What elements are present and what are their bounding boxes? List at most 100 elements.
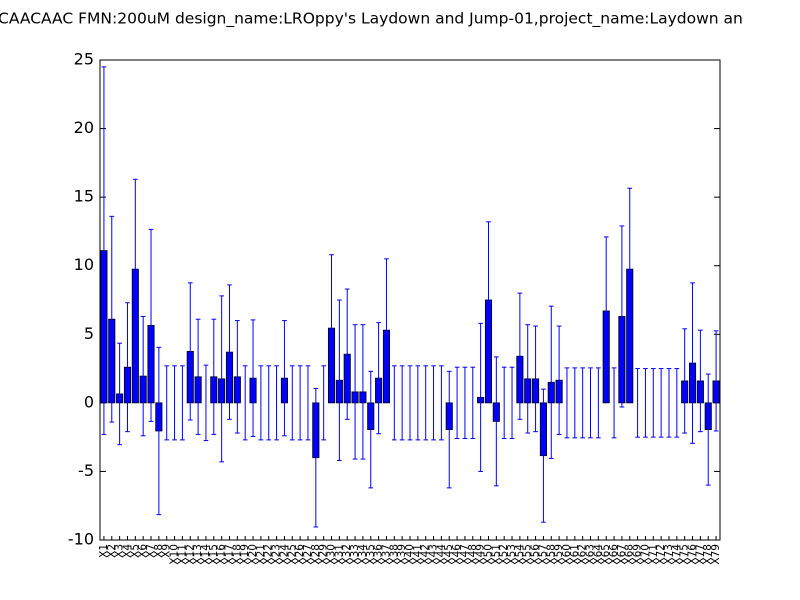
x-tick-label: X16 — [216, 544, 228, 565]
x-tick-label: X74 — [671, 544, 683, 565]
x-tick-label: X59 — [553, 544, 565, 565]
x-tick-label: X47 — [459, 544, 471, 565]
x-tick-label: X32 — [341, 544, 353, 565]
x-tick-label: X52 — [498, 544, 510, 565]
x-tick-label: X70 — [639, 544, 651, 565]
x-tick-label: X56 — [530, 544, 542, 565]
x-tick-label: X66 — [608, 544, 620, 565]
x-tick-label: X21 — [255, 544, 267, 565]
error-bar — [148, 228, 154, 422]
error-bar — [172, 365, 177, 441]
x-tick-label: X8 — [153, 544, 165, 558]
error-bar — [164, 365, 170, 441]
x-tick-label: X24 — [278, 544, 290, 565]
x-tick-label: X72 — [655, 544, 667, 565]
x-tick-label: X44 — [435, 544, 447, 565]
error-bar — [446, 370, 452, 489]
error-bar — [321, 365, 327, 441]
x-tick-label: X18 — [231, 544, 243, 565]
y-tick-label: 15 — [74, 187, 94, 206]
error-bar — [588, 367, 593, 439]
error-bar — [533, 325, 538, 433]
x-tick-label: X25 — [286, 544, 298, 565]
x-tick-label: X37 — [380, 544, 392, 565]
x-tick-label: X15 — [208, 544, 220, 565]
error-bar — [415, 365, 421, 441]
error-bar — [564, 367, 570, 439]
x-tick-label: X19 — [239, 544, 251, 565]
x-tick-label: X55 — [522, 544, 534, 565]
error-bar — [580, 367, 586, 439]
error-bar — [682, 328, 688, 434]
error-bar — [548, 305, 554, 459]
error-bar — [234, 320, 240, 434]
x-tick-label: X22 — [263, 544, 275, 565]
error-bar — [360, 324, 366, 460]
error-bar — [344, 288, 350, 420]
x-tick-label: X61 — [569, 544, 581, 565]
x-tick-label: X9 — [161, 544, 173, 558]
error-bar — [611, 367, 617, 439]
x-tick-label: X48 — [467, 544, 479, 565]
plot-frame — [99, 59, 721, 541]
error-bar — [713, 330, 719, 432]
x-tick-label: X26 — [294, 544, 306, 565]
error-bar — [391, 365, 397, 441]
x-tick-label: X12 — [184, 544, 196, 565]
x-tick-label: X20 — [247, 544, 259, 565]
error-bar — [439, 365, 444, 441]
y-tick-label: -10 — [68, 530, 94, 549]
x-tick-label: X71 — [647, 544, 659, 565]
error-bar — [470, 366, 476, 440]
error-bar — [556, 325, 562, 435]
error-bar — [572, 367, 578, 439]
error-bar — [109, 215, 115, 423]
y-tick-label: -5 — [78, 461, 94, 480]
x-tick-label: X10 — [169, 544, 181, 565]
error-bar — [242, 365, 248, 441]
x-tick-label: X49 — [475, 544, 487, 565]
error-bar — [376, 322, 381, 435]
error-bar — [454, 366, 460, 440]
x-tick-label: X2 — [106, 544, 118, 558]
error-bar — [219, 295, 224, 463]
error-bar — [195, 318, 201, 435]
error-bar — [643, 368, 648, 438]
error-bar — [266, 365, 272, 441]
error-bar — [407, 365, 413, 441]
error-bar — [525, 324, 531, 434]
error-bar — [140, 315, 146, 437]
error-bar — [101, 66, 107, 435]
x-tick-label: X73 — [663, 544, 675, 565]
error-bar — [211, 318, 217, 435]
error-bar — [329, 254, 334, 402]
error-bar — [517, 292, 523, 420]
y-tick-label: 0 — [84, 392, 94, 411]
x-tick-label: X6 — [137, 544, 149, 558]
error-bar — [658, 368, 664, 438]
error-bar — [501, 366, 507, 440]
x-tick-label: X54 — [514, 544, 526, 565]
x-tick-label: X4 — [121, 544, 133, 558]
x-tick-label: X13 — [192, 544, 204, 565]
x-tick-label: X1 — [98, 544, 110, 558]
x-tick-label: X3 — [114, 544, 126, 558]
error-bar — [289, 365, 295, 441]
x-tick-label: X64 — [592, 544, 604, 565]
error-bar — [117, 342, 122, 446]
x-tick-label: X28 — [310, 544, 322, 565]
error-bar — [486, 221, 491, 379]
y-tick-label: 20 — [74, 118, 94, 137]
x-tick-label: X31 — [333, 544, 345, 565]
x-tick-label: X76 — [687, 544, 699, 565]
error-bar — [705, 373, 711, 486]
x-tick-label: X23 — [271, 544, 283, 565]
x-tick-label: X39 — [396, 544, 408, 565]
error-bar — [368, 370, 374, 489]
x-tick-label: X50 — [482, 544, 494, 565]
x-tick-label: X57 — [537, 544, 549, 565]
error-bar — [399, 365, 405, 441]
error-bar — [493, 356, 499, 487]
x-tick-label: X38 — [388, 544, 400, 565]
